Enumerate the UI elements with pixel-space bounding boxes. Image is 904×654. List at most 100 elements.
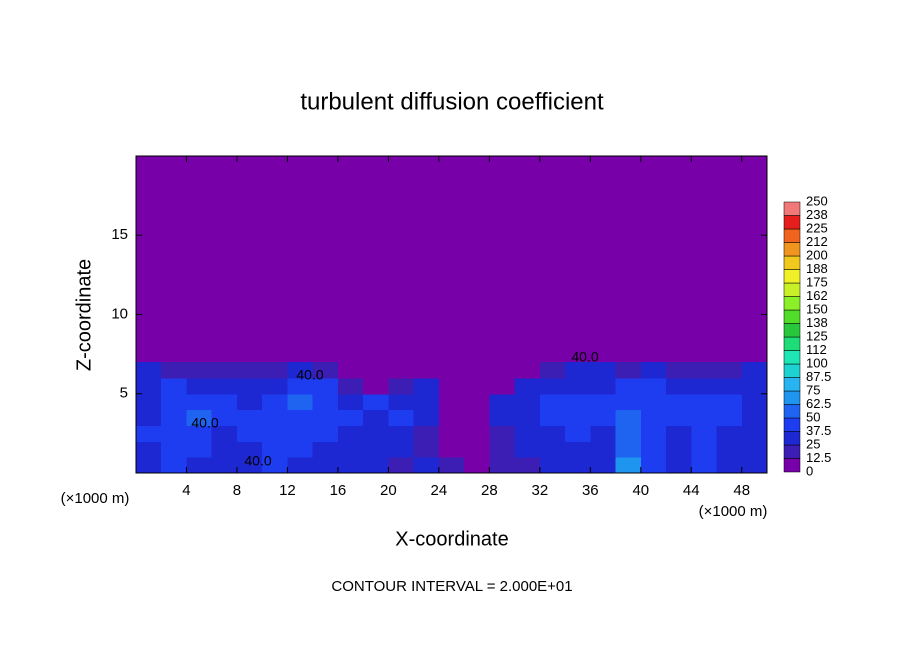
field-cell	[363, 409, 389, 426]
field-cell	[691, 409, 718, 426]
field-cell	[489, 362, 516, 379]
colorbar-box	[783, 404, 801, 419]
field-cell	[337, 393, 364, 411]
field-cell	[388, 425, 415, 442]
colorbar-box	[783, 458, 801, 473]
colorbar-box	[783, 444, 801, 459]
field-cell	[741, 425, 768, 442]
field-cell	[514, 409, 541, 426]
field-cell	[161, 409, 187, 426]
y-tick-label: 10	[111, 305, 128, 322]
colorbar-label: 150	[806, 301, 828, 316]
field-cell	[211, 441, 238, 458]
x-tick-label: 44	[683, 482, 700, 499]
field-cell	[262, 393, 288, 411]
field-cell	[565, 362, 591, 379]
field-cell	[337, 441, 364, 458]
field-cell	[539, 409, 566, 426]
field-cell	[666, 377, 692, 395]
field-cell	[615, 409, 642, 426]
colorbar-label: 188	[806, 261, 828, 276]
field-cell	[590, 457, 617, 474]
field-cell	[312, 362, 339, 379]
field-cell	[161, 457, 187, 474]
field-cell	[640, 425, 667, 442]
colorbar-label: 212	[806, 234, 828, 249]
field-cell	[640, 409, 667, 426]
colorbar-box	[783, 377, 801, 392]
field-cell	[186, 425, 213, 442]
field-cell	[666, 425, 692, 442]
colorbar-box	[783, 201, 801, 216]
colorbar-label: 200	[806, 247, 828, 262]
field-cell	[388, 377, 415, 395]
field-cell	[438, 457, 465, 474]
field-cell	[337, 425, 364, 442]
x-unit-right: (×1000 m)	[699, 503, 768, 520]
field-cell	[312, 441, 339, 458]
field-cell	[716, 409, 743, 426]
field-cell	[287, 393, 314, 411]
field-cell	[565, 409, 591, 426]
field-cell	[287, 362, 314, 379]
field-cell	[136, 441, 162, 458]
field-cell	[489, 441, 516, 458]
field-cell	[413, 393, 440, 411]
field-cell	[565, 441, 591, 458]
field-cell	[514, 377, 541, 395]
field-cell	[464, 441, 490, 458]
field-cell	[615, 393, 642, 411]
colorbar-box	[783, 255, 801, 270]
x-tick-label: 12	[279, 482, 296, 499]
field-cell	[186, 457, 213, 474]
colorbar-label: 138	[806, 315, 828, 330]
field-cell	[262, 457, 288, 474]
field-cell	[312, 457, 339, 474]
field-cell	[539, 362, 566, 379]
field-cell	[363, 377, 389, 395]
field-cell	[287, 457, 314, 474]
colorbar-box	[783, 282, 801, 297]
field-cell	[136, 409, 162, 426]
field-cell	[539, 425, 566, 442]
field-cell	[136, 377, 162, 395]
field-cell	[136, 457, 162, 474]
field-cell	[161, 362, 187, 379]
x-tick-label: 4	[182, 482, 190, 499]
field-cell	[615, 457, 642, 474]
field-cell	[464, 362, 490, 379]
field-cell	[539, 441, 566, 458]
field-cell	[337, 457, 364, 474]
field-cell	[716, 362, 743, 379]
field-cell	[413, 377, 440, 395]
field-cell	[262, 425, 288, 442]
x-tick-label: 16	[330, 482, 347, 499]
field-cell	[640, 441, 667, 458]
field-cell	[211, 425, 238, 442]
field-cell	[236, 377, 263, 395]
contour-label: 40.0	[571, 349, 598, 365]
field-cell	[741, 441, 768, 458]
field-cell	[539, 457, 566, 474]
y-axis-label: Z-coordinate	[73, 259, 95, 371]
field-cell	[438, 393, 465, 411]
field-cell	[236, 441, 263, 458]
field-cell	[186, 409, 213, 426]
field-cell	[161, 425, 187, 442]
field-cell	[312, 409, 339, 426]
field-cell	[262, 409, 288, 426]
field-cell	[539, 377, 566, 395]
field-cell	[161, 393, 187, 411]
field-cell	[287, 409, 314, 426]
field-cell	[514, 425, 541, 442]
field-cell	[262, 362, 288, 379]
field-cell	[691, 441, 718, 458]
field-cell	[615, 425, 642, 442]
colorbar-label: 238	[806, 207, 828, 222]
field-cell	[666, 409, 692, 426]
colorbar-box	[783, 323, 801, 338]
colorbar-label: 50	[806, 409, 820, 424]
contour-label: 40.0	[244, 453, 271, 469]
